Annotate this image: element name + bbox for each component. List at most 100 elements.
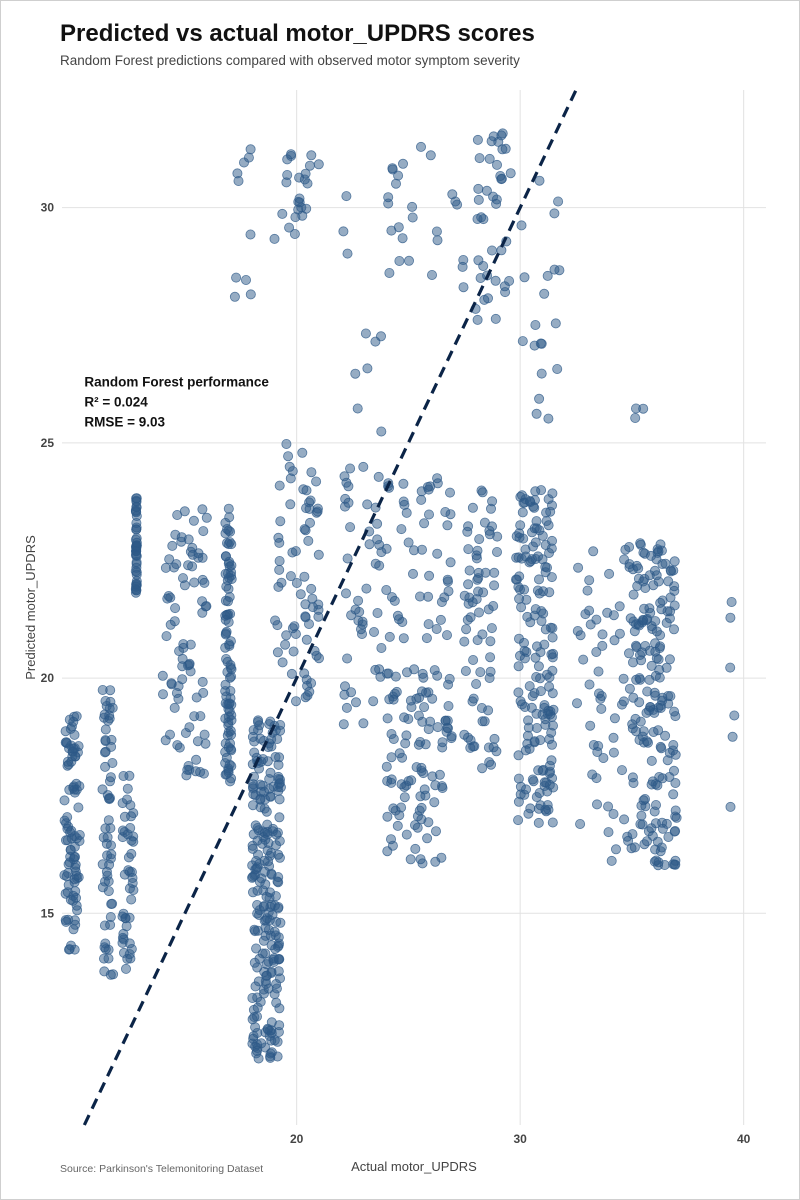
- data-point: [542, 562, 553, 573]
- data-point: [500, 287, 511, 298]
- data-point: [474, 534, 485, 545]
- data-point: [631, 726, 642, 737]
- data-point: [479, 716, 490, 727]
- data-point: [191, 754, 202, 765]
- data-point: [223, 503, 234, 514]
- data-point: [491, 194, 502, 205]
- data-point: [223, 699, 234, 710]
- data-point: [252, 908, 263, 919]
- data-point: [650, 565, 661, 576]
- data-point: [358, 718, 369, 729]
- data-point: [383, 192, 394, 203]
- data-point: [628, 564, 639, 575]
- data-point: [343, 481, 354, 492]
- data-point: [648, 727, 659, 738]
- data-point: [584, 575, 595, 586]
- data-point: [725, 662, 736, 673]
- data-point: [249, 1012, 260, 1023]
- data-point: [572, 698, 583, 709]
- data-point: [272, 647, 283, 658]
- data-point: [480, 567, 491, 578]
- data-point: [475, 667, 486, 678]
- data-point: [273, 903, 284, 914]
- annotation-r2: R² = 0.024: [84, 394, 148, 409]
- data-point: [513, 582, 524, 593]
- data-point: [103, 815, 114, 826]
- data-point: [233, 175, 244, 186]
- data-point: [274, 537, 285, 548]
- data-point: [546, 572, 557, 583]
- data-point: [486, 136, 497, 147]
- data-point: [306, 150, 317, 161]
- data-point: [496, 130, 507, 141]
- data-point: [491, 746, 502, 757]
- data-point: [533, 551, 544, 562]
- data-point: [118, 928, 129, 939]
- data-point: [639, 603, 650, 614]
- data-point: [164, 554, 175, 565]
- data-point: [429, 665, 440, 676]
- data-point: [578, 654, 589, 665]
- data-point: [384, 267, 395, 278]
- data-point: [476, 703, 487, 714]
- data-point: [618, 696, 629, 707]
- data-point: [424, 570, 435, 581]
- data-point: [423, 591, 434, 602]
- data-point: [99, 920, 110, 931]
- data-point: [290, 546, 301, 557]
- data-point: [345, 463, 356, 474]
- data-point: [638, 547, 649, 558]
- data-point: [105, 853, 116, 864]
- data-point: [441, 630, 452, 641]
- data-point: [462, 732, 473, 743]
- data-point: [223, 539, 234, 550]
- data-point: [655, 700, 666, 711]
- data-point: [608, 732, 619, 743]
- data-point: [468, 693, 479, 704]
- data-point: [547, 817, 558, 828]
- data-point: [584, 679, 595, 690]
- data-point: [399, 792, 410, 803]
- y-axis-title: Predicted motor_UPDRS: [23, 535, 38, 680]
- data-point: [271, 916, 282, 927]
- data-point: [131, 585, 142, 596]
- data-point: [262, 845, 273, 856]
- data-point: [59, 795, 70, 806]
- data-point: [403, 537, 414, 548]
- data-point: [307, 602, 318, 613]
- data-point: [530, 486, 541, 497]
- data-point: [99, 953, 110, 964]
- data-point: [415, 737, 426, 748]
- data-point: [221, 581, 232, 592]
- data-point: [69, 729, 80, 740]
- data-point: [474, 153, 485, 164]
- data-point: [669, 624, 680, 635]
- data-point: [358, 461, 369, 472]
- data-point: [108, 969, 119, 980]
- data-point: [265, 1048, 276, 1059]
- data-point: [356, 629, 367, 640]
- data-point: [670, 805, 681, 816]
- data-point: [525, 556, 536, 567]
- data-point: [484, 525, 495, 536]
- data-point: [131, 496, 142, 507]
- data-point: [628, 657, 639, 668]
- x-tick-30: 30: [513, 1132, 527, 1146]
- data-point: [442, 574, 453, 585]
- data-point: [670, 749, 681, 760]
- data-point: [535, 647, 546, 658]
- data-point: [669, 706, 680, 717]
- data-point: [265, 791, 276, 802]
- data-point: [248, 1033, 259, 1044]
- data-point: [651, 626, 662, 637]
- data-point: [274, 794, 285, 805]
- data-point: [593, 666, 604, 677]
- data-point: [431, 226, 442, 237]
- data-point: [272, 734, 283, 745]
- data-point: [646, 755, 657, 766]
- data-point: [339, 681, 350, 692]
- data-point: [484, 673, 495, 684]
- data-point: [513, 773, 524, 784]
- x-tick-40: 40: [737, 1132, 751, 1146]
- data-point: [406, 702, 417, 713]
